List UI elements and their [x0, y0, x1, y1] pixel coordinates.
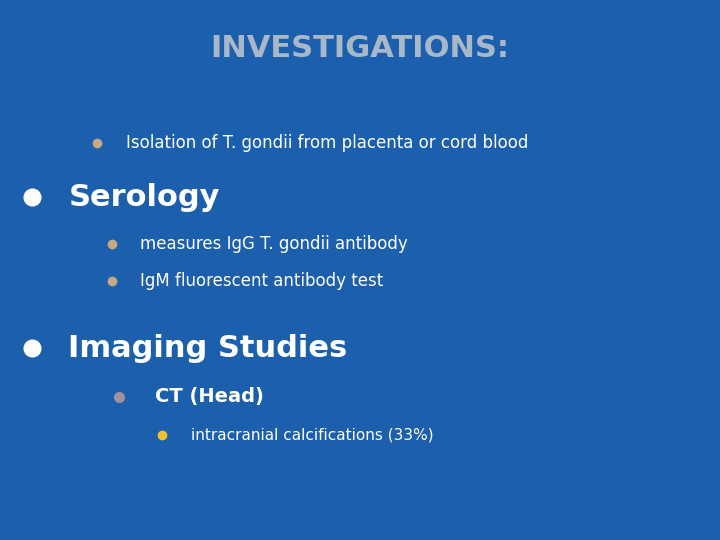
Text: measures IgG T. gondii antibody: measures IgG T. gondii antibody — [140, 235, 408, 253]
Text: IgM fluorescent antibody test: IgM fluorescent antibody test — [140, 272, 384, 290]
Text: Isolation of T. gondii from placenta or cord blood: Isolation of T. gondii from placenta or … — [126, 134, 528, 152]
Text: Serology: Serology — [68, 183, 220, 212]
Text: CT (Head): CT (Head) — [155, 387, 264, 407]
Text: intracranial calcifications (33%): intracranial calcifications (33%) — [191, 427, 433, 442]
Text: Imaging Studies: Imaging Studies — [68, 334, 348, 363]
Text: INVESTIGATIONS:: INVESTIGATIONS: — [210, 34, 510, 63]
